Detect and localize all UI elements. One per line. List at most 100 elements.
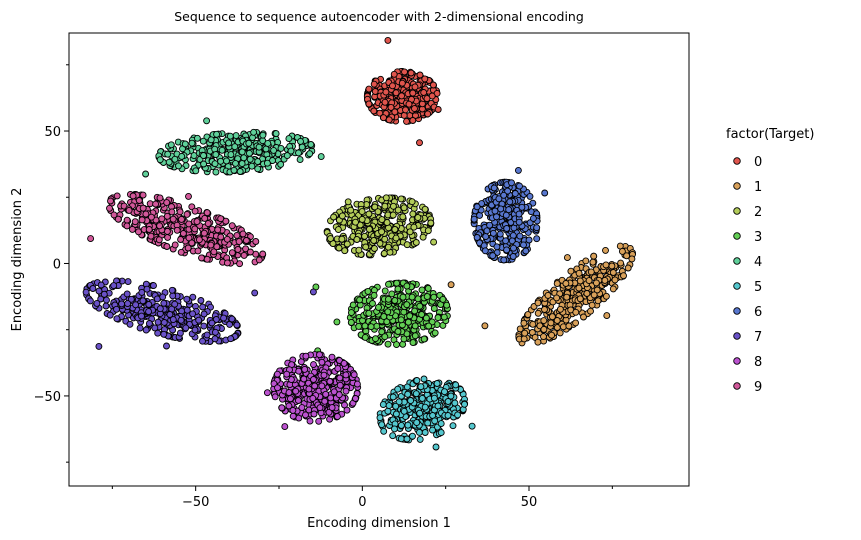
point-series-8 [352,395,359,402]
point-series-2 [403,241,411,249]
point-series-7 [183,306,191,314]
point-series-5 [391,425,398,433]
point-series-1 [603,312,611,320]
point-series-9 [163,227,171,235]
point-series-7 [136,324,144,332]
legend-label-4: 4 [754,255,762,270]
point-series-3 [355,322,363,330]
point-series-8 [328,404,336,412]
point-series-1 [548,313,556,321]
point-series-9 [145,226,153,233]
point-series-1 [580,313,587,321]
point-series-4 [226,132,234,140]
point-series-2 [389,202,397,210]
point-series-9 [178,215,185,223]
point-series-4 [171,155,179,163]
point-series-7 [191,326,199,334]
point-series-2 [347,206,355,214]
point-series-3 [408,293,416,301]
point-series-7 [150,282,157,290]
point-series-0 [411,105,418,113]
point-series-9 [123,222,131,230]
point-series-5 [430,394,438,402]
point-series-9 [191,207,199,215]
point-series-5 [454,411,462,419]
point-series-4 [254,158,262,166]
point-series-2 [330,213,338,221]
point-series-1 [572,308,580,316]
point-series-2 [365,210,373,218]
point-series-9 [129,192,137,200]
point-series-1 [590,252,598,260]
point-series-9 [152,200,160,208]
point-series-1 [575,284,583,292]
point-series-7 [82,288,90,296]
point-series-1 [529,320,537,328]
point-series-5 [420,375,428,383]
point-series-6 [509,253,517,260]
legend-marker-8 [733,357,741,365]
point-series-7 [103,296,110,304]
point-series-3 [440,313,448,321]
point-series-9 [156,194,164,202]
point-series-8 [316,351,323,359]
point-series-1 [576,277,584,285]
point-series-1 [590,291,598,299]
point-series-5 [392,410,400,418]
point-series-2 [338,235,346,243]
point-series-3 [393,279,401,287]
point-series-6 [489,252,497,260]
point-series-4 [236,168,244,175]
legend-title: factor(Target) [726,127,814,142]
point-series-4 [296,156,304,164]
point-series-2 [419,233,427,241]
point-series-4 [207,136,215,144]
point-series-2 [335,244,343,252]
point-series-2 [421,205,429,213]
point-series-6 [525,236,533,244]
point-series-5 [394,385,402,393]
point-series-2 [361,232,369,240]
x-tick-label: −50 [182,495,209,510]
point-series-8 [302,352,310,360]
point-series-4 [192,167,200,175]
point-series-9 [123,216,131,224]
point-series-5 [437,420,445,428]
point-series-2 [383,219,391,227]
point-series-0 [382,88,390,96]
point-series-4 [298,143,306,151]
point-series-3 [381,333,389,341]
point-series-5 [431,417,439,425]
point-series-9 [138,216,146,224]
point-series-7 [132,301,140,309]
point-series-1 [572,319,580,327]
point-series-6 [515,218,523,226]
point-series-9 [203,255,211,263]
point-series-7 [126,320,134,328]
point-series-2 [392,234,400,242]
legend-label-5: 5 [754,280,762,295]
point-series-1 [588,301,596,309]
point-series-8 [350,371,358,379]
point-series-6 [506,198,514,206]
point-series-2 [381,202,389,210]
point-series-9 [125,206,133,214]
point-series-7 [228,315,236,323]
point-series-2 [353,236,361,243]
point-series-1 [594,297,602,305]
point-series-9 [114,215,122,223]
point-series-1 [583,290,591,297]
point-series-7 [200,310,208,318]
point-series-7 [151,324,159,332]
point-series-0 [409,117,417,124]
point-series-3 [333,318,341,326]
point-series-6 [473,203,481,211]
point-series-5 [447,392,455,400]
point-series-3 [443,301,451,309]
point-series-1 [562,280,570,287]
point-series-3 [369,300,376,307]
point-series-1 [602,261,610,269]
point-series-6 [489,229,497,237]
point-series-3 [411,332,419,340]
point-series-5 [416,409,424,417]
